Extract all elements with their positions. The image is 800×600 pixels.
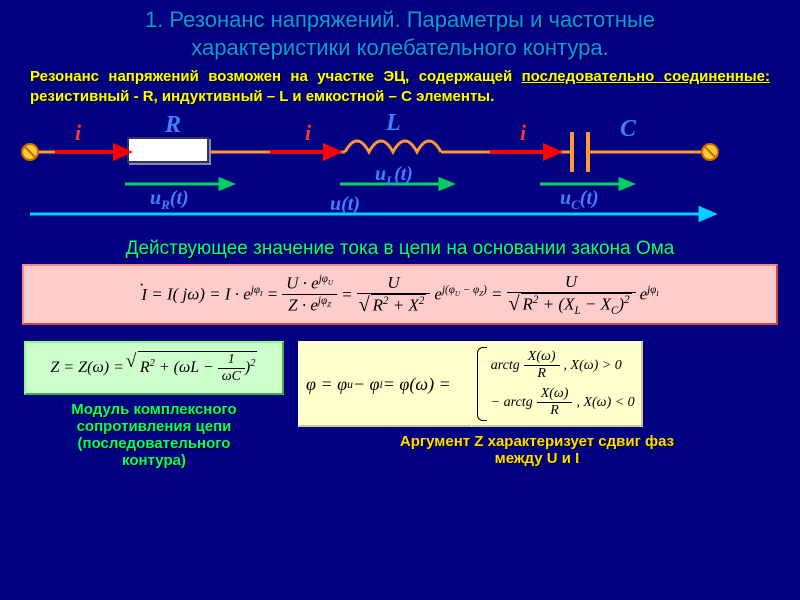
caption-phase: Аргумент Z характеризует сдвиг фаз между… — [298, 433, 776, 467]
svg-text:L: L — [385, 112, 401, 136]
formula-phase-lhs: φ = φu − φi = φ(ω) = — [298, 341, 471, 427]
svg-text:i: i — [75, 120, 82, 145]
ohm-law-line: Действующее значение тока в цепи на осно… — [0, 236, 800, 264]
svg-text:uC(t): uC(t) — [560, 187, 599, 212]
svg-text:i: i — [305, 120, 312, 145]
circuit-diagram: i R i L i C uR(t) uL(t) uC(t) u(t) — [0, 112, 740, 227]
svg-text:uR(t): uR(t) — [150, 187, 189, 212]
formula-phase-rhs: arctg X(ω)R , X(ω) > 0 − arctg X(ω)R , X… — [471, 341, 643, 427]
svg-text:i: i — [520, 120, 527, 145]
svg-text:C: C — [620, 116, 637, 142]
formula-current: ·I = I( jω) = I · ejφI = U · ejφU Z · ej… — [22, 264, 778, 325]
title-line1: 1. Резонанс напряжений. Параметры и част… — [30, 6, 770, 34]
svg-text:uL(t): uL(t) — [375, 163, 413, 188]
svg-text:R: R — [164, 112, 181, 138]
formula-impedance: Z = Z(ω) = R2 + (ωL − 1ωC)2 — [24, 341, 284, 395]
title-line2: характеристики колебательного контура. — [30, 34, 770, 62]
svg-text:u(t): u(t) — [330, 193, 360, 215]
intro-text: Резонанс напряжений возможен на участке … — [0, 63, 800, 112]
caption-impedance: Модуль комплексного сопротивления цепи (… — [24, 401, 284, 469]
